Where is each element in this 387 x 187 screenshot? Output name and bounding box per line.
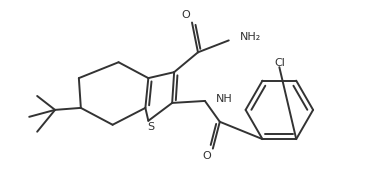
Text: O: O <box>182 10 190 20</box>
Text: Cl: Cl <box>274 58 285 68</box>
Text: NH: NH <box>216 94 233 104</box>
Text: S: S <box>147 122 154 132</box>
Text: NH₂: NH₂ <box>240 32 261 42</box>
Text: O: O <box>202 151 211 160</box>
